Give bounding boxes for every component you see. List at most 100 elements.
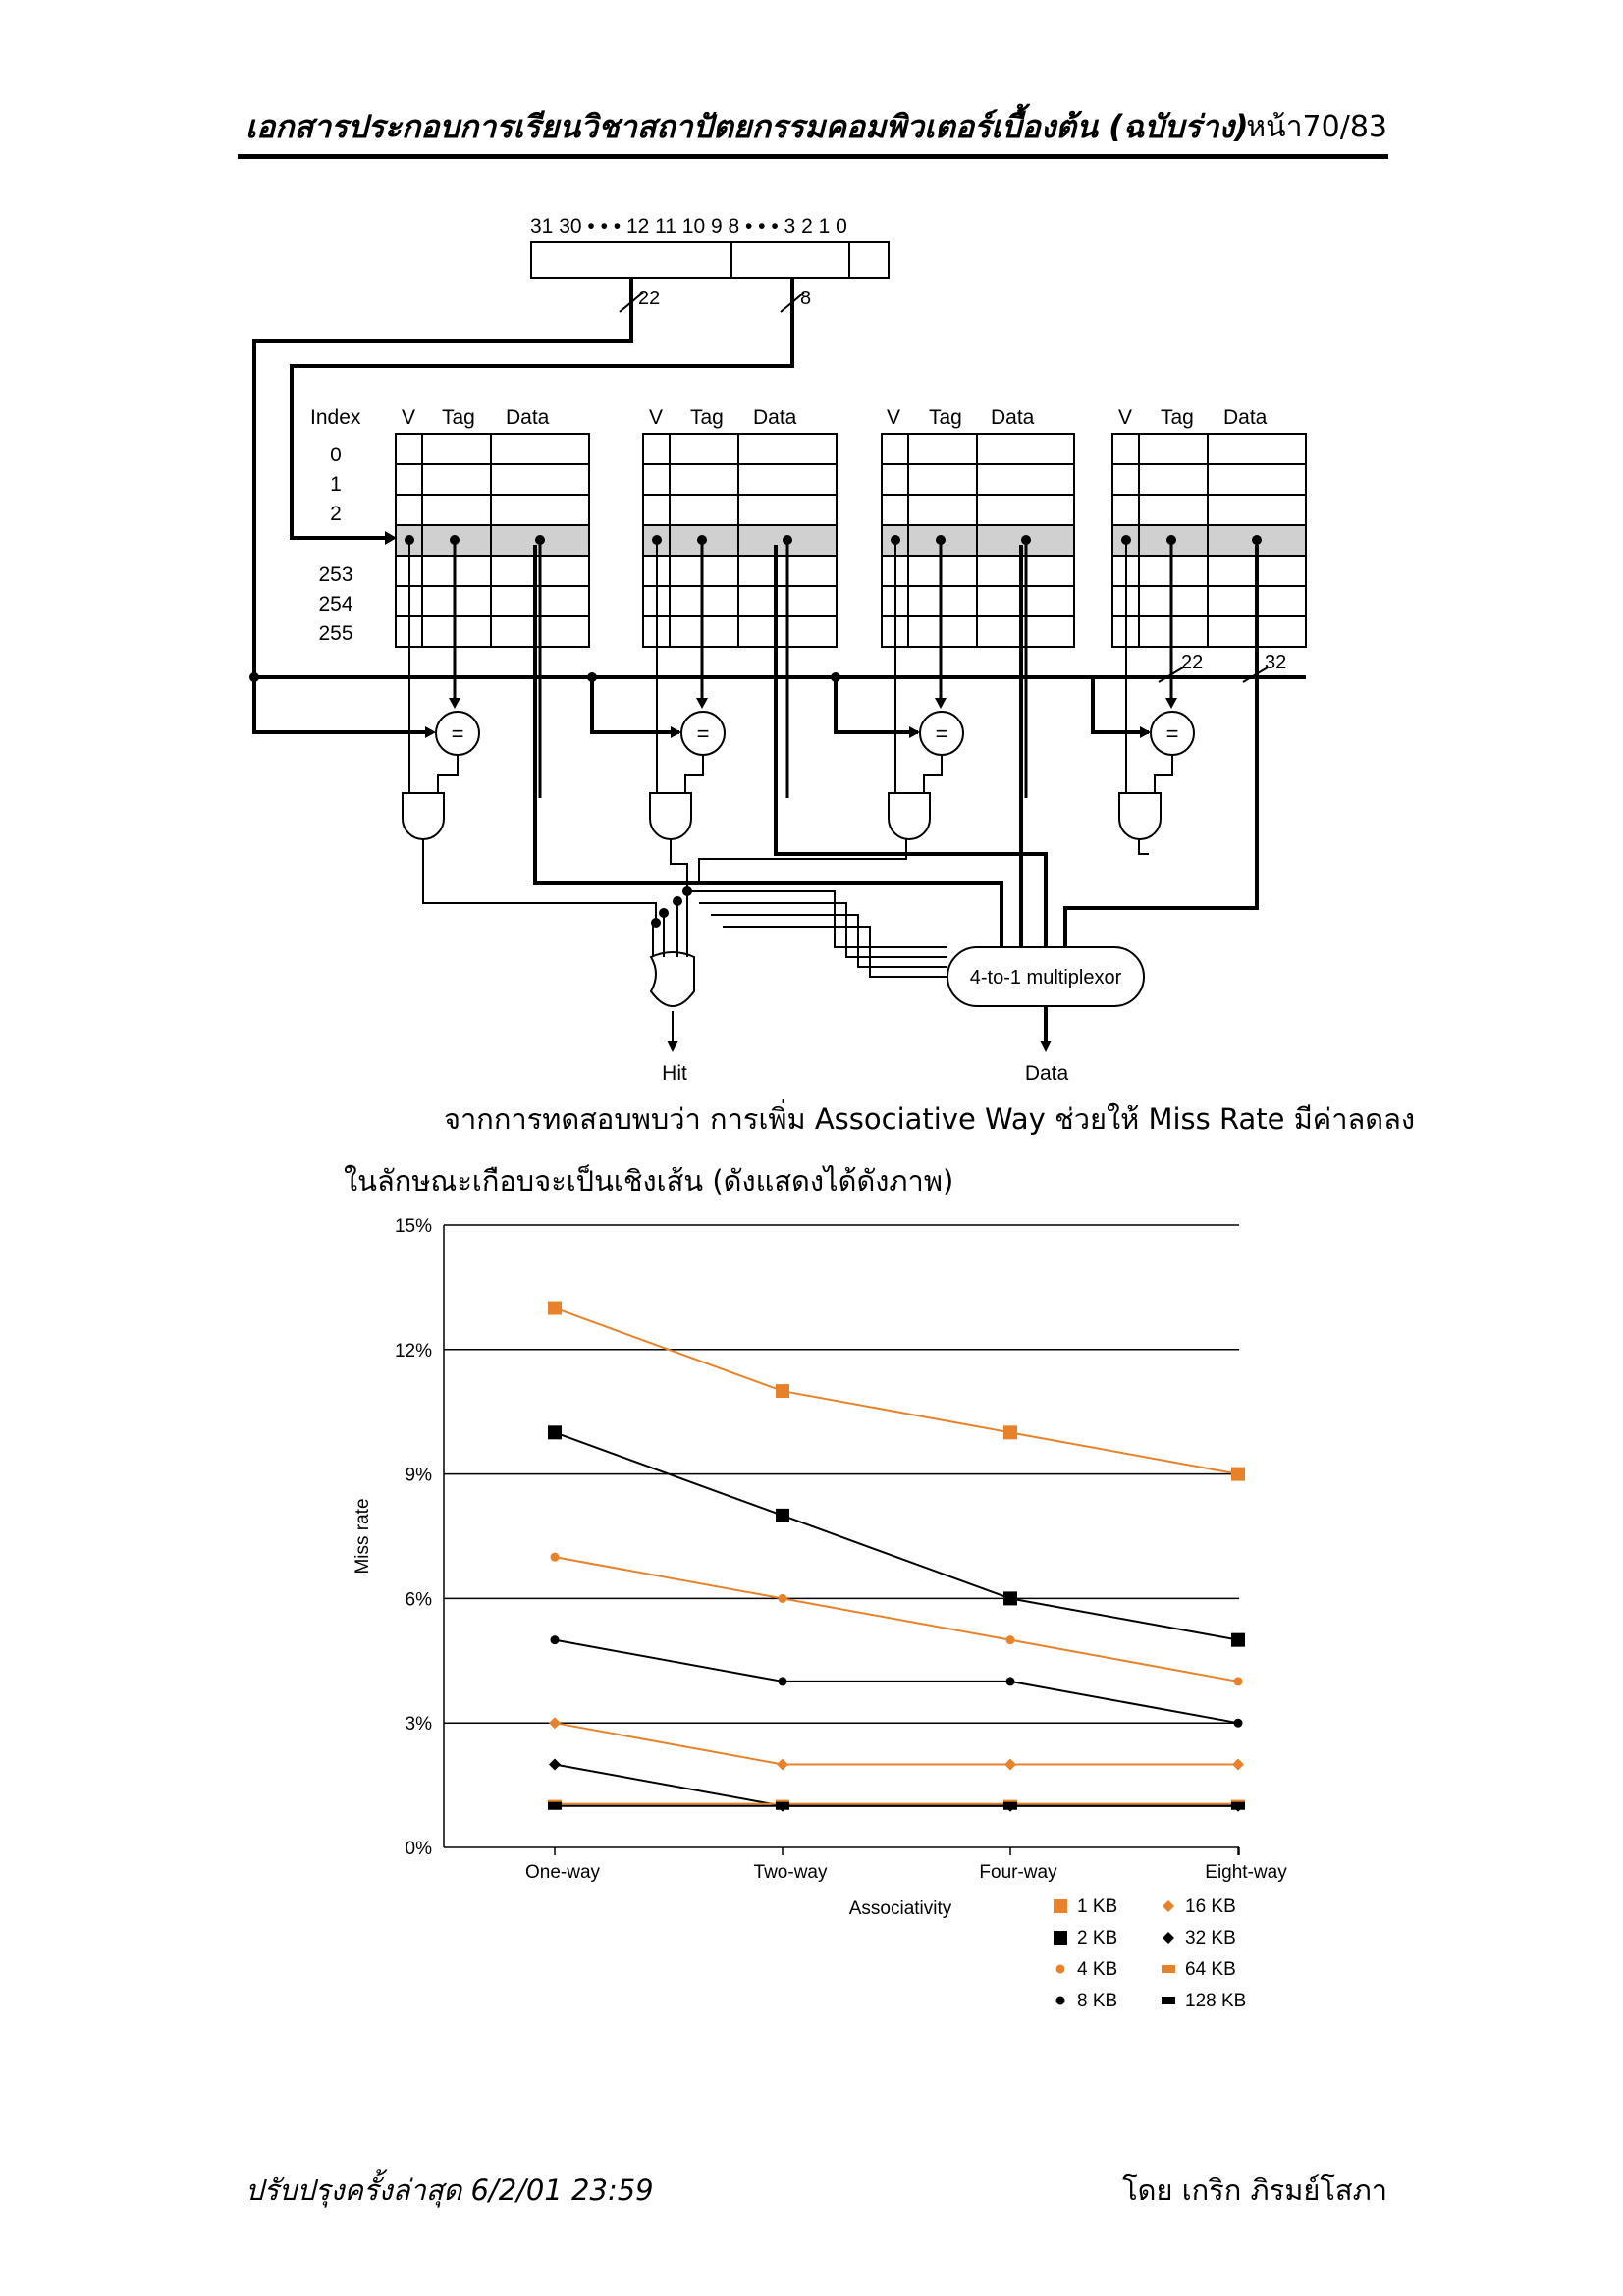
out-tag-slash — [1158, 667, 1184, 683]
series-4-kb — [550, 1552, 1243, 1686]
diamond-marker — [1232, 1758, 1244, 1771]
series-line — [554, 1431, 1239, 1641]
cache-way-4: V Tag Data = — [1091, 406, 1307, 840]
v-header: V — [402, 406, 415, 429]
series-16-kb — [549, 1717, 1244, 1771]
comparator-symbol: = — [936, 721, 948, 746]
y-axis-label: Miss rate — [352, 1498, 373, 1574]
or-gate — [649, 951, 695, 1007]
mux-select-wire — [711, 914, 947, 968]
series-2-kb — [548, 1425, 1245, 1647]
bus-arrowhead — [425, 726, 436, 738]
way3-data-wire — [1019, 545, 1048, 947]
tag-header: Tag — [1161, 406, 1194, 429]
series-line — [554, 1638, 1239, 1725]
bar-marker — [1231, 1801, 1245, 1810]
index-bus-wire — [290, 278, 794, 540]
cache-way-3: V Tag Data = — [834, 406, 1075, 840]
page-number: หน้า70/83 — [1246, 110, 1387, 144]
x-tick-label: Two-way — [754, 1862, 828, 1883]
legend-label: 1 KB — [1077, 1896, 1117, 1917]
index-header: Index — [310, 406, 361, 429]
and4-stub — [1138, 839, 1149, 855]
selected-row — [1112, 525, 1306, 556]
bus-junction-dot — [249, 672, 259, 682]
square-marker — [1003, 1591, 1017, 1606]
data-header: Data — [991, 406, 1035, 429]
y-tick-label: 0% — [406, 1839, 433, 1859]
circle-marker — [550, 1552, 560, 1562]
series-8-kb — [550, 1635, 1243, 1728]
index-row-label: 1 — [330, 473, 342, 496]
address-register — [530, 241, 890, 279]
and1-to-or-wire — [422, 839, 657, 923]
index-row-label: 2 — [330, 503, 342, 525]
header-rule — [238, 154, 1388, 159]
circle-marker — [778, 1677, 787, 1686]
comparator-symbol: = — [452, 721, 464, 746]
series-line — [554, 1763, 1238, 1807]
square-marker — [1054, 1931, 1067, 1945]
y-tick-label: 9% — [406, 1466, 433, 1486]
and3-to-or-wire — [698, 839, 907, 883]
v-header: V — [1118, 406, 1132, 429]
tag-arrowhead — [449, 698, 460, 709]
mux-select-wire — [699, 902, 947, 958]
diamond-marker — [1004, 1758, 1016, 1771]
diamond-marker — [549, 1717, 561, 1730]
legend-label: 64 KB — [1185, 1959, 1236, 1980]
legend-entry: 64 KB — [1162, 1959, 1236, 1980]
mux-select-wire — [687, 890, 947, 948]
legend-entry: 4 KB — [1055, 1959, 1117, 1980]
x-tick-label: Four-way — [979, 1862, 1057, 1883]
data-arrowhead — [1040, 1041, 1052, 1052]
legend-label: 8 KB — [1077, 1991, 1117, 2011]
square-marker — [776, 1384, 789, 1399]
bar-marker — [1162, 1997, 1175, 2004]
tag-width-label: 22 — [638, 288, 660, 309]
author: โดย เกริก ภิรมย์โสภา — [1122, 2173, 1387, 2207]
square-marker — [1231, 1632, 1245, 1647]
way2-data-wire — [774, 545, 1023, 947]
bar-marker — [776, 1801, 789, 1810]
legend-label: 16 KB — [1185, 1896, 1236, 1917]
index-row-label: 253 — [318, 563, 352, 586]
series-line — [554, 1556, 1239, 1682]
cache-way-2: V Tag Data = — [590, 406, 838, 840]
square-marker — [1054, 1899, 1067, 1913]
and-gate — [402, 792, 445, 840]
document-title: เอกสารประกอบการเรียนวิชาสถาปัตยกรรมคอมพิ… — [245, 108, 1249, 145]
y-tick-label: 12% — [395, 1341, 432, 1362]
index-arrowhead — [385, 531, 397, 545]
out-data-width-label: 32 — [1265, 652, 1286, 673]
bus-arrowhead — [671, 726, 681, 738]
and2-to-or-wire — [670, 839, 688, 923]
tag-bus-branch — [1091, 677, 1149, 734]
mux-select-wire — [723, 926, 947, 978]
out-data-slash — [1242, 667, 1269, 683]
address-bits-label: 31 30 • • • 12 11 10 9 8 • • • 3 2 1 0 — [530, 215, 847, 238]
bar-marker — [1003, 1801, 1017, 1810]
x-tick-label: Eight-way — [1205, 1862, 1287, 1883]
circle-marker — [550, 1635, 560, 1645]
tag-header: Tag — [929, 406, 962, 429]
paragraph-line-1: จากการทดสอบพบว่า การเพิ่ม Associative Wa… — [444, 1102, 1416, 1136]
square-marker — [1231, 1467, 1245, 1481]
circle-marker — [778, 1593, 787, 1603]
data-output-label: Data — [1025, 1062, 1069, 1085]
and-gate — [1118, 792, 1162, 840]
square-marker — [548, 1301, 562, 1315]
v-header: V — [887, 406, 900, 429]
circle-marker — [1233, 1718, 1243, 1728]
bus-arrowhead — [1140, 726, 1151, 738]
series-line — [554, 1307, 1239, 1475]
selected-row — [396, 525, 589, 556]
bar-marker — [1162, 1965, 1175, 1973]
diamond-marker — [1163, 1932, 1174, 1944]
y-tick-label: 15% — [395, 1216, 432, 1237]
index-width-slash — [780, 292, 805, 313]
data-header: Data — [753, 406, 797, 429]
out-tag-width-label: 22 — [1181, 652, 1203, 673]
compare-to-and-wire — [1154, 755, 1173, 793]
index-row-label: 255 — [318, 622, 352, 645]
